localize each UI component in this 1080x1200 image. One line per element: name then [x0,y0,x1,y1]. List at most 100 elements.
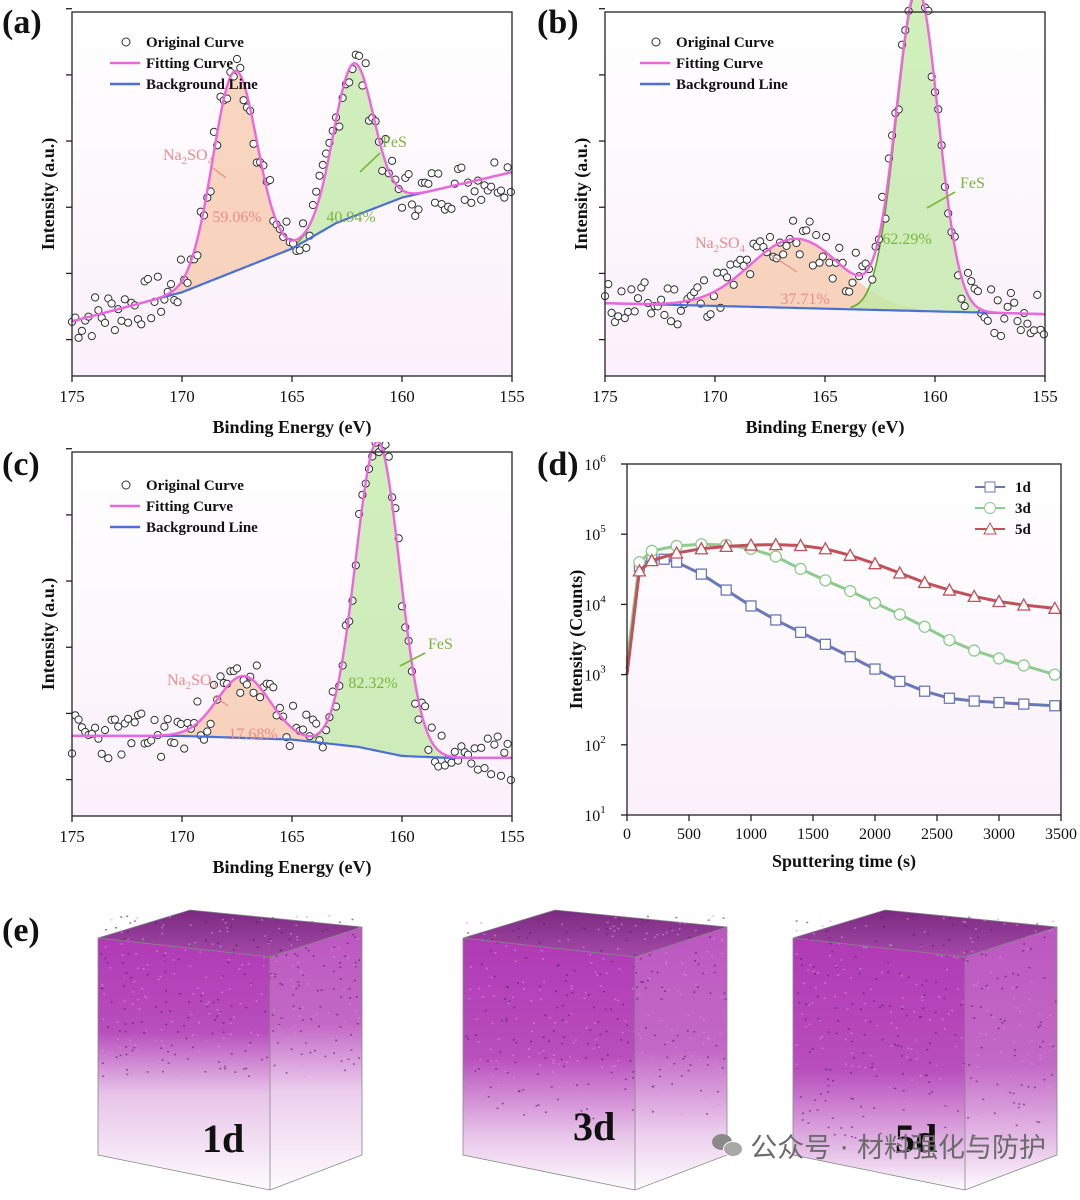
data-point [447,204,456,213]
texture-speck [960,1037,963,1039]
data-point [500,748,509,757]
texture-speck [589,1029,592,1031]
texture-speck [172,959,175,961]
texture-speck [961,1001,964,1003]
texture-speck [146,1071,149,1073]
texture-speck [125,972,128,974]
texture-speck [693,991,696,993]
texture-speck [1053,1047,1056,1049]
texture-speck [964,925,967,927]
texture-speck [551,1071,554,1073]
texture-speck [226,930,229,933]
texture-speck [583,997,586,999]
texture-speck [702,1031,705,1034]
texture-speck [207,1001,210,1003]
texture-speck [503,998,506,1000]
data-point [500,193,509,202]
data-point [607,308,616,317]
texture-speck [916,1058,918,1060]
na2so4-pointer [770,254,798,273]
texture-speck [101,984,104,986]
texture-speck [816,1109,819,1111]
texture-speck [707,1037,710,1040]
texture-speck [272,1030,275,1032]
data-point [450,747,459,756]
texture-speck [218,1045,221,1048]
texture-speck [921,999,924,1001]
texture-speck [827,1084,830,1087]
texture-speck [662,934,664,936]
texture-speck [297,961,300,964]
texture-speck [1039,1046,1041,1048]
texture-speck [902,1073,904,1075]
texture-speck [834,995,836,998]
texture-speck [851,1126,853,1128]
texture-speck [136,967,139,969]
texture-speck [824,1099,827,1102]
texture-speck [801,1013,804,1015]
peak-percent-na2so4: 37.71% [780,291,829,308]
texture-speck [119,1047,122,1049]
texture-speck [875,1075,878,1077]
data-point [1016,326,1025,335]
texture-speck [795,1063,798,1066]
texture-speck [1043,977,1046,979]
texture-speck [919,1016,921,1018]
texture-speck [905,1100,908,1103]
texture-speck [564,980,567,982]
texture-speck [277,1025,280,1027]
texture-speck [219,1067,222,1070]
data-point [657,295,666,304]
texture-speck [304,1075,307,1078]
texture-speck [1026,948,1029,950]
texture-speck [500,1019,503,1022]
texture-speck [229,1033,232,1035]
texture-speck [632,1077,635,1079]
texture-speck [680,1075,683,1077]
texture-speck [231,918,234,921]
texture-speck [1020,1084,1023,1086]
texture-speck [219,1011,222,1013]
texture-speck [956,957,959,959]
wechat-icon [712,1133,744,1158]
texture-speck [832,1079,835,1082]
data-point [1000,314,1009,323]
texture-speck [553,1022,556,1024]
data-point [193,697,202,706]
texture-speck [183,1025,186,1027]
data-point-5d [818,541,833,555]
data-point [427,723,436,732]
texture-speck [862,1052,865,1054]
texture-speck [722,917,725,919]
texture-speck [671,929,674,932]
texture-speck [951,1009,954,1012]
texture-speck [679,922,681,924]
texture-speck [264,935,267,937]
texture-speck [552,1062,555,1064]
data-point-5d [1016,597,1031,611]
texture-speck [515,1017,518,1020]
texture-speck [701,1079,704,1081]
data-point-5d [1047,600,1062,614]
texture-speck [631,1109,634,1111]
data-point-5d [743,537,759,551]
texture-speck [896,1035,899,1037]
x-tick-label: 0 [623,826,631,843]
data-point [1010,298,1019,307]
texture-speck [606,1054,609,1057]
texture-speck [932,1114,935,1116]
texture-speck [709,992,712,995]
texture-speck [556,1098,559,1101]
texture-speck [352,1063,355,1065]
texture-speck [801,964,804,966]
texture-speck [160,1040,163,1042]
plot-area [72,12,512,376]
texture-speck [478,987,481,990]
texture-speck [1023,943,1025,945]
texture-speck [1048,1086,1051,1089]
texture-speck [896,1134,899,1137]
texture-speck [713,971,716,974]
data-point [216,672,225,681]
texture-speck [320,989,323,991]
texture-speck [477,1041,480,1043]
